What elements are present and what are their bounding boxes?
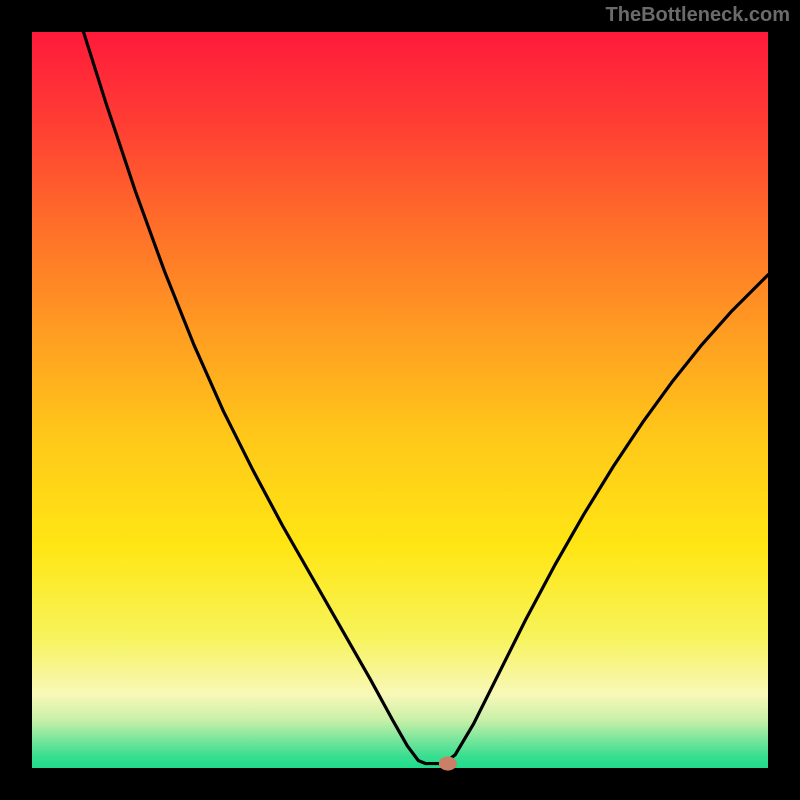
- chart-svg: [0, 0, 800, 800]
- optimal-point-marker: [439, 757, 457, 771]
- bottleneck-chart: TheBottleneck.com: [0, 0, 800, 800]
